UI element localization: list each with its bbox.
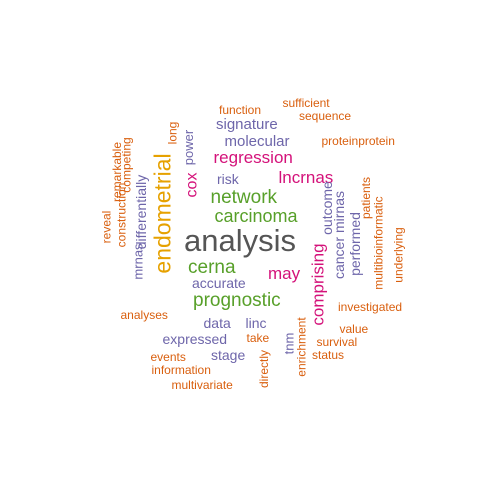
word-proteinprotein: proteinprotein <box>321 134 395 148</box>
word-expressed: expressed <box>162 331 228 347</box>
word-long: long <box>164 121 179 145</box>
word-competing: competing <box>119 137 134 193</box>
word-signature: signature <box>216 115 278 133</box>
word-analysis: analysis <box>184 222 296 258</box>
word-enrichment: enrichment <box>294 317 309 377</box>
word-accurate: accurate <box>192 275 246 291</box>
word-may: may <box>268 263 301 283</box>
word-regression: regression <box>213 147 293 167</box>
word-analyses: analyses <box>120 308 168 322</box>
word-cancer: cancer <box>331 236 348 280</box>
word-stage: stage <box>211 347 246 363</box>
word-take: take <box>246 331 270 345</box>
word-network: network <box>210 186 278 208</box>
word-cerna: cerna <box>188 256 236 278</box>
word-power: power <box>180 129 196 165</box>
word-tnm: tnm <box>281 332 297 354</box>
word-directly: directly <box>257 349 272 389</box>
word-mirnas: mirnas <box>331 190 348 234</box>
word-survival: survival <box>316 335 358 349</box>
word-data: data <box>203 315 231 331</box>
word-reveal: reveal <box>98 210 113 244</box>
word-performed: performed <box>346 212 363 276</box>
word-underlying: underlying <box>391 227 406 283</box>
word-information: information <box>151 363 211 377</box>
word-prognostic: prognostic <box>193 289 281 311</box>
word-events: events <box>150 350 186 364</box>
word-value: value <box>339 322 369 336</box>
word-endometrial: endometrial <box>149 152 176 274</box>
word-investigated: investigated <box>338 300 403 314</box>
word-multibioinformatic: multibioinformatic <box>371 196 386 290</box>
word-status: status <box>312 348 345 362</box>
word-linc: linc <box>245 315 267 331</box>
word-comprising: comprising <box>308 242 328 326</box>
word-function: function <box>219 103 262 117</box>
word-sufficient: sufficient <box>282 96 330 110</box>
word-differentially: differentially <box>133 174 150 250</box>
word-patients: patients <box>359 176 374 220</box>
word-risk: risk <box>217 171 239 187</box>
word-cox: cox <box>182 172 200 198</box>
word-carcinoma: carcinoma <box>214 206 298 226</box>
word-multivariate: multivariate <box>171 378 233 392</box>
word-molecular: molecular <box>224 132 290 150</box>
word-sequence: sequence <box>299 109 352 123</box>
word-lncrnas: lncrnas <box>278 167 334 187</box>
